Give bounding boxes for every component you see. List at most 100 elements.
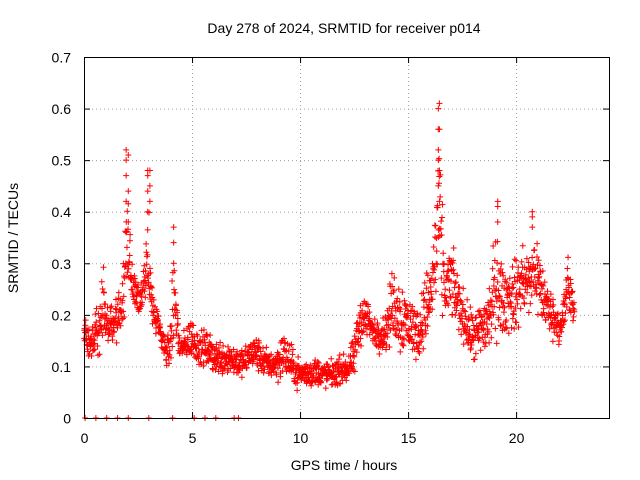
data-point-1767 [558, 328, 565, 335]
data-point-1323 [438, 275, 445, 282]
data-point-1803 [567, 309, 574, 316]
data-point-944 [335, 356, 342, 363]
data-point-1176 [398, 326, 405, 333]
data-point-1530 [494, 260, 501, 267]
data-point-1229 [412, 356, 419, 363]
data-point-66 [98, 278, 105, 285]
data-point-1308 [434, 261, 441, 268]
data-point-1183 [400, 342, 407, 349]
data-point-1249 [418, 338, 425, 345]
data-point-5 [82, 322, 89, 329]
data-point-1706 [541, 279, 548, 286]
data-point-161 [124, 269, 131, 276]
data-point-1615 [517, 273, 524, 280]
data-point-1427 [466, 326, 473, 333]
data-point-125 [114, 301, 121, 308]
data-point-1374 [452, 280, 459, 287]
data-point-1465 [476, 335, 483, 342]
data-point-1321 [437, 225, 444, 232]
data-point-1796 [565, 284, 572, 291]
data-point-1605 [514, 300, 521, 307]
data-point-1216 [409, 303, 416, 310]
data-point-1117 [382, 330, 389, 337]
data-point-1157 [393, 298, 400, 305]
data-point-456 [204, 333, 211, 340]
data-point-1276 [425, 308, 432, 315]
data-point-1167 [396, 304, 403, 311]
data-point-1617 [517, 305, 524, 312]
data-point-213 [138, 293, 145, 300]
data-point-1368 [450, 266, 457, 273]
data-point-1594 [511, 274, 518, 281]
data-point-1686 [536, 273, 543, 280]
data-point-1439 [469, 317, 476, 324]
data-point-1185 [401, 336, 408, 343]
data-point-1601 [513, 319, 520, 326]
data-point-1105 [379, 344, 386, 351]
data-point-284 [157, 328, 164, 335]
data-point-25 [87, 342, 94, 349]
data-point-338 [172, 289, 179, 296]
data-point-663 [260, 344, 267, 351]
data-point-1563 [503, 317, 510, 324]
data-point-45 [93, 319, 100, 326]
data-point-1625 [519, 242, 526, 249]
data-point-1288 [428, 275, 435, 282]
data-point-1394 [457, 297, 464, 304]
data-point-1557 [501, 304, 508, 311]
data-point-1356 [447, 293, 454, 300]
data-point-1495 [484, 326, 491, 333]
data-point-28 [88, 352, 95, 359]
data-point-52 [95, 352, 102, 359]
data-point-318 [166, 338, 173, 345]
x-tick-label-0: 0 [81, 430, 89, 446]
data-point-1087 [374, 320, 381, 327]
data-point-1041 [362, 300, 369, 307]
data-point-1419 [464, 296, 471, 303]
data-point-341 [173, 302, 180, 309]
data-point-1236 [414, 345, 421, 352]
data-point-1519 [491, 303, 498, 310]
data-point-1847 [529, 224, 536, 231]
data-point-957 [339, 367, 346, 374]
x-tick-label-1: 5 [189, 430, 197, 446]
data-point-1609 [515, 324, 522, 331]
data-point-131 [116, 319, 123, 326]
data-point-1262 [421, 279, 428, 286]
data-point-1479 [480, 339, 487, 346]
data-point-258 [150, 296, 157, 303]
data-point-1319 [437, 193, 444, 200]
data-point-1304 [433, 260, 440, 267]
data-point-194 [133, 293, 140, 300]
data-point-1170 [396, 308, 403, 315]
data-point-895 [322, 385, 329, 392]
data-point-36 [90, 346, 97, 353]
data-point-1506 [487, 297, 494, 304]
data-point-1552 [500, 272, 507, 279]
data-point-1295 [430, 244, 437, 251]
plot-frame [84, 57, 610, 419]
data-point-998 [350, 360, 357, 367]
data-point-1664 [530, 261, 537, 268]
data-point-1640 [523, 255, 530, 262]
data-point-627 [250, 339, 257, 346]
data-point-444 [200, 326, 207, 333]
data-point-470 [207, 351, 214, 358]
chart-title: Day 278 of 2024, SRMTID for receiver p01… [207, 20, 480, 36]
data-point-899 [323, 377, 330, 384]
data-point-1377 [452, 279, 459, 286]
data-point-1324 [438, 232, 445, 239]
data-point-1303 [432, 288, 439, 295]
data-point-169 [126, 252, 133, 259]
data-point-789 [294, 387, 301, 394]
data-point-67 [99, 305, 106, 312]
data-point-424 [195, 355, 202, 362]
data-point-1821 [123, 146, 130, 153]
data-point-1835 [435, 182, 442, 189]
data-point-1077 [371, 316, 378, 323]
data-point-666 [260, 363, 267, 370]
data-point-1272 [424, 323, 431, 330]
data-point-381 [183, 351, 190, 358]
data-point-334 [171, 267, 178, 274]
data-point-106 [109, 337, 116, 344]
